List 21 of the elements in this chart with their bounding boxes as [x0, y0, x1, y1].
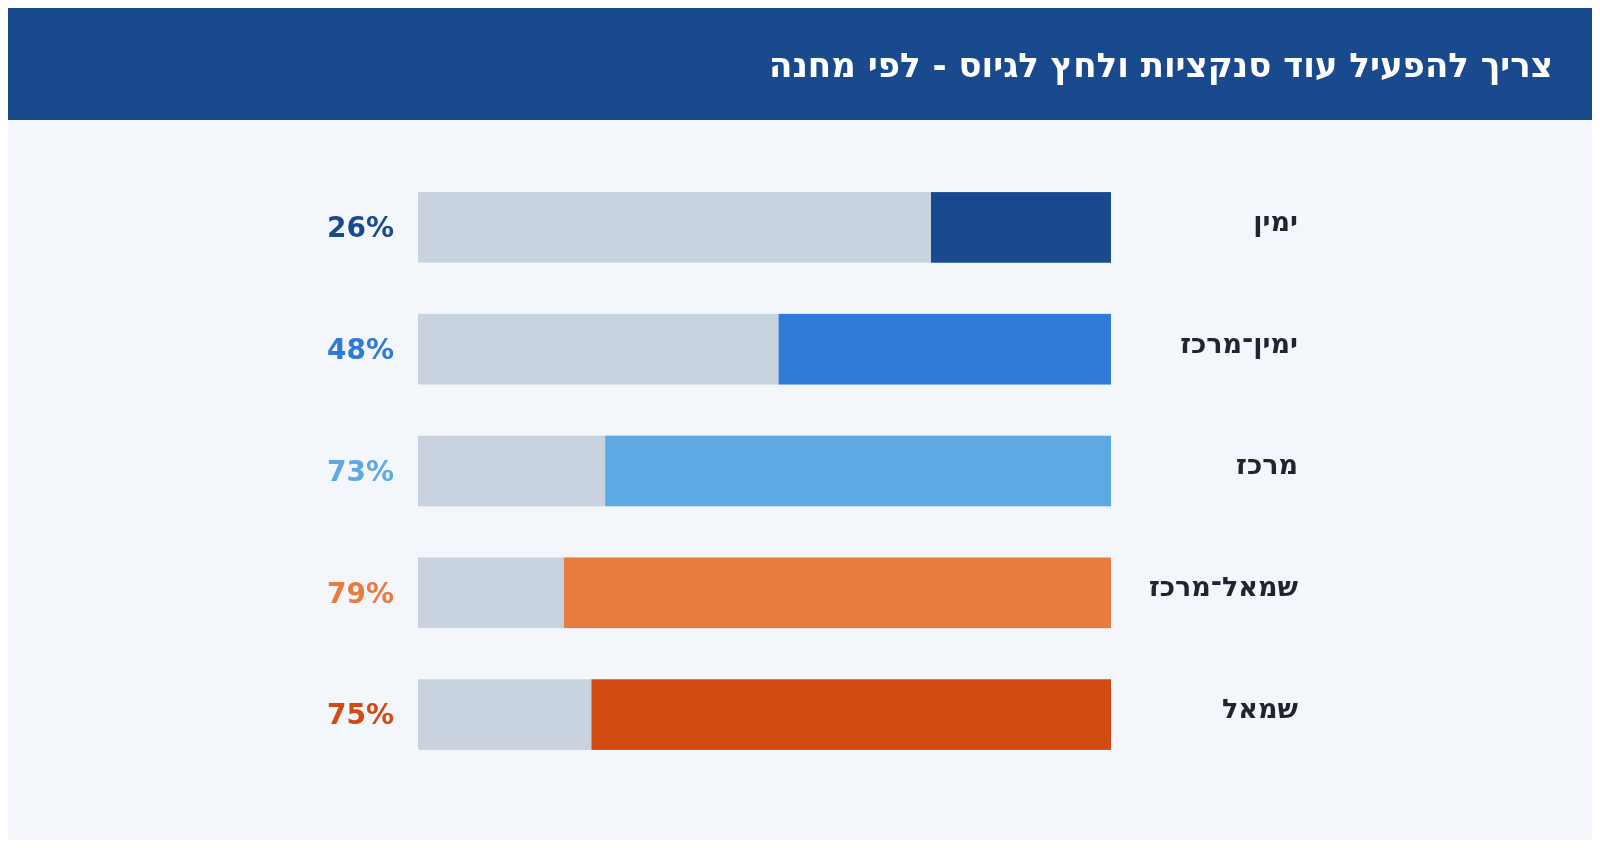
data-label: 79% — [326, 576, 394, 610]
chart-title: צריך להפעיל עוד סנקציות ולחץ לגיוס - לפי מחנה — [769, 44, 1553, 85]
bar — [418, 192, 931, 263]
bar — [591, 679, 1111, 750]
data-label: 26% — [326, 211, 394, 245]
bar — [778, 313, 1111, 385]
y-tick-label: ימין — [1253, 205, 1298, 237]
bar — [418, 557, 564, 629]
y-tick-label: ימין־מרכז — [1180, 327, 1298, 359]
y-tick-label: שמאל — [1221, 693, 1299, 725]
bar — [930, 192, 1111, 263]
bar — [563, 557, 1111, 629]
bar — [418, 679, 592, 750]
data-label: 73% — [326, 454, 394, 488]
bar — [418, 313, 779, 385]
y-tick-label: מרכז — [1236, 449, 1298, 481]
y-tick-label: שמאל־מרכז — [1148, 571, 1299, 603]
bar — [418, 435, 606, 507]
bar — [605, 435, 1111, 507]
data-label: 75% — [326, 698, 394, 732]
data-label: 48% — [326, 333, 394, 367]
